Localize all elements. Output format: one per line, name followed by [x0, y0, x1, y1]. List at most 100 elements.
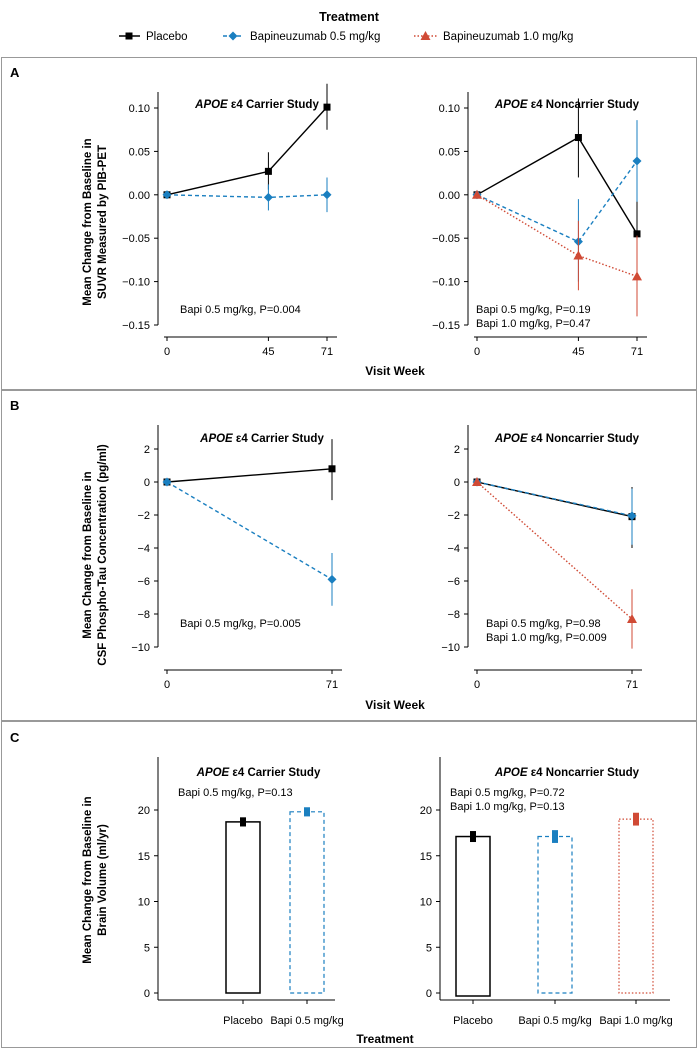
A-carrier-ytick-label: 0.10	[129, 103, 150, 115]
B-carrier-ytick-label: −6	[137, 576, 150, 588]
C-carrier-bar	[289, 811, 325, 994]
B-noncarrier-series-line	[476, 481, 633, 620]
C-noncarrier-bar	[455, 835, 491, 997]
C-noncarrier-bar-error	[633, 812, 639, 826]
A-noncarrier-point-marker	[632, 156, 642, 166]
chart-A-carrier: 0.10 0.05 0.00 −0.05 −0.10 −0.15 0 45 71 APOE ε4 …	[122, 83, 337, 358]
legend-title: Treatment	[319, 10, 380, 24]
C-carrier-ytick-label: 5	[144, 942, 150, 954]
panel-a-ylabel-line2: SUVR Measured by PIB-PET	[97, 145, 109, 299]
B-noncarrier-series-2	[472, 477, 637, 649]
B-noncarrier-annotation: Bapi 0.5 mg/kg, P=0.98	[486, 618, 601, 630]
panel-b-frame	[1, 390, 697, 721]
A-noncarrier-ytick-label: −0.05	[432, 233, 460, 245]
panel-a-ylabel-line1: Mean Change from Baseline in	[82, 138, 94, 305]
B-carrier-xtick-label: 0	[164, 679, 170, 691]
panel-c-ylabel: Mean Change from Baseline in Brain Volum…	[82, 796, 109, 963]
A-noncarrier-point-marker	[472, 189, 482, 199]
panel-b-ylabel-line1: Mean Change from Baseline in	[82, 471, 94, 638]
B-noncarrier-ytick-label: −6	[447, 576, 460, 588]
B-noncarrier-annotation: Bapi 1.0 mg/kg, P=0.009	[486, 632, 607, 644]
A-carrier-series-line	[166, 106, 328, 196]
B-noncarrier-point-marker	[627, 613, 637, 623]
C-noncarrier-annotation: Bapi 0.5 mg/kg, P=0.72	[450, 787, 565, 799]
B-noncarrier-ytick-label: −10	[441, 642, 460, 654]
A-noncarrier-title: APOE ε4 Noncarrier Study	[494, 99, 640, 111]
panel-c-letter: C	[10, 730, 20, 745]
B-noncarrier-ytick-label: −8	[447, 609, 460, 621]
C-carrier-title-italic: APOE	[196, 767, 230, 779]
C-noncarrier-category-label: Bapi 1.0 mg/kg	[599, 1015, 672, 1027]
A-carrier-ytick-label: −0.05	[122, 233, 150, 245]
C-noncarrier-bar	[618, 818, 654, 994]
panel-b-xlabel: Visit Week	[365, 698, 425, 712]
C-noncarrier-ytick-label: 10	[420, 897, 432, 909]
legend-marker-bapi10	[420, 31, 431, 40]
A-carrier-series-line	[166, 194, 328, 199]
C-carrier-category-label: Placebo	[223, 1015, 263, 1027]
C-carrier-bar-error	[240, 817, 246, 827]
legend-label-placebo: Placebo	[146, 31, 188, 43]
B-noncarrier-series-line	[476, 481, 633, 517]
A-carrier-point-marker	[264, 167, 272, 175]
A-noncarrier-title-rest: ε4 Noncarrier Study	[528, 99, 640, 111]
B-carrier-title: APOE ε4 Carrier Study	[199, 433, 324, 445]
chart-C-carrier: 20 15 10 5 0 Placebo Bapi 0.5 mg/kg APOE ε4 Car…	[138, 757, 344, 1027]
B-carrier-series-0	[163, 439, 336, 501]
B-carrier-series-line	[166, 481, 333, 581]
B-carrier-point-marker	[328, 465, 336, 473]
C-carrier-title-rest: ε4 Carrier Study	[229, 767, 321, 779]
C-noncarrier-category-label: Placebo	[453, 1015, 493, 1027]
A-noncarrier-xtick-label: 0	[474, 346, 480, 358]
A-carrier-ytick-label: 0.05	[129, 146, 150, 158]
C-noncarrier-ytick-label: 20	[420, 805, 432, 817]
B-carrier-title-rest: ε4 Carrier Study	[233, 433, 325, 445]
A-carrier-xtick-label: 71	[321, 346, 333, 358]
A-noncarrier-series-line	[476, 194, 638, 278]
panel-c-ylabel-line2: Brain Volume (ml/yr)	[97, 824, 109, 936]
A-noncarrier-ytick-label: −0.15	[432, 320, 460, 332]
B-carrier-point-marker	[162, 477, 172, 487]
panel-b-ylabel-line2: CSF Phospho-Tau Concentration (pg/ml)	[97, 444, 109, 666]
A-noncarrier-ytick-label: 0.05	[439, 146, 460, 158]
C-noncarrier-title: APOE ε4 Noncarrier Study	[494, 767, 640, 779]
legend-label-bapi05: Bapineuzumab 0.5 mg/kg	[250, 31, 380, 43]
A-carrier-point-marker	[263, 192, 273, 202]
B-noncarrier-xtick-label: 0	[474, 679, 480, 691]
A-carrier-xtick-label: 45	[262, 346, 274, 358]
charts: 0.10 0.05 0.00 −0.05 −0.10 −0.15 0 45 71 APOE ε4 …	[122, 83, 673, 1027]
panel-b-letter: B	[10, 398, 19, 413]
A-noncarrier-ytick-label: 0.10	[439, 103, 460, 115]
panel-c-ylabel-line1: Mean Change from Baseline in	[82, 796, 94, 963]
A-carrier-title-italic: APOE	[194, 99, 228, 111]
B-noncarrier-title-rest: ε4 Noncarrier Study	[528, 433, 640, 445]
B-carrier-ytick-label: −2	[137, 510, 150, 522]
C-carrier-ytick-label: 20	[138, 805, 150, 817]
C-noncarrier-title-rest: ε4 Noncarrier Study	[528, 767, 640, 779]
C-noncarrier-bar-error	[470, 831, 476, 843]
C-carrier-category-label: Bapi 0.5 mg/kg	[270, 1015, 343, 1027]
A-carrier-title: APOE ε4 Carrier Study	[194, 99, 319, 111]
B-carrier-annotation: Bapi 0.5 mg/kg, P=0.005	[180, 618, 301, 630]
C-carrier-ytick-label: 0	[144, 988, 150, 1000]
C-noncarrier-bar-error	[552, 830, 558, 843]
B-carrier-title-italic: APOE	[199, 433, 233, 445]
chart-B-carrier: 2 0 −2 −4 −6 −8 −10 0 71 APOE ε4 Carrier Study Bap…	[131, 425, 342, 691]
A-noncarrier-title-italic: APOE	[494, 99, 528, 111]
A-noncarrier-series-0	[473, 98, 641, 273]
B-noncarrier-series-0	[473, 478, 636, 548]
C-noncarrier-title-italic: APOE	[494, 767, 528, 779]
B-carrier-ytick-label: −4	[137, 543, 150, 555]
panel-b-ylabel: Mean Change from Baseline in CSF Phospho…	[82, 444, 109, 666]
B-carrier-ytick-label: 2	[144, 444, 150, 456]
C-noncarrier-ytick-label: 5	[426, 942, 432, 954]
A-carrier-xtick-label: 0	[164, 346, 170, 358]
A-noncarrier-series-2	[472, 189, 642, 317]
chart-A-noncarrier: 0.10 0.05 0.00 −0.05 −0.10 −0.15 0 45 71 APOE ε4 …	[432, 92, 647, 358]
C-noncarrier-category-label: Bapi 0.5 mg/kg	[518, 1015, 591, 1027]
panel-a-letter: A	[10, 65, 20, 80]
A-noncarrier-point-marker	[573, 250, 584, 260]
C-carrier-ytick-label: 10	[138, 897, 150, 909]
panel-c-frame	[1, 721, 697, 1048]
panel-a-xlabel: Visit Week	[365, 364, 425, 378]
